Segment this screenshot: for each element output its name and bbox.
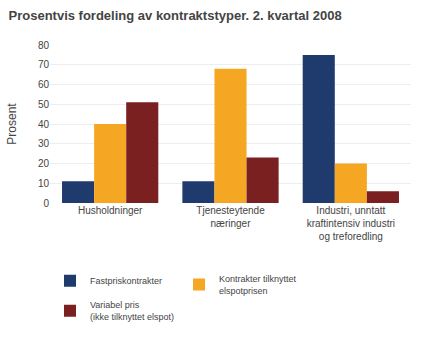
svg-text:60: 60 — [38, 79, 50, 90]
svg-text:Prosent: Prosent — [5, 103, 19, 145]
svg-text:Tjenesteytendenæringer: Tjenesteytendenæringer — [196, 205, 265, 229]
svg-text:20: 20 — [38, 158, 50, 169]
svg-text:Husholdninger: Husholdninger — [78, 205, 143, 216]
svg-text:30: 30 — [38, 138, 50, 149]
svg-text:50: 50 — [38, 99, 50, 110]
svg-text:Kontrakter tilknyttetelspotpri: Kontrakter tilknyttetelspotprisen — [219, 274, 297, 296]
svg-text:Variabel pris(ikke tilknyttet: Variabel pris(ikke tilknyttet elspot) — [90, 300, 174, 322]
svg-text:0: 0 — [43, 198, 49, 209]
svg-text:Fastpriskontrakter: Fastpriskontrakter — [90, 276, 162, 286]
svg-text:Industri, unntattkraftintensiv: Industri, unntattkraftintensiv industrio… — [307, 205, 395, 242]
svg-text:10: 10 — [38, 178, 50, 189]
svg-text:40: 40 — [38, 119, 50, 130]
svg-text:70: 70 — [38, 59, 50, 70]
svg-text:Prosentvis fordeling av kontra: Prosentvis fordeling av kontraktstyper. … — [9, 8, 342, 23]
svg-text:80: 80 — [38, 40, 50, 51]
